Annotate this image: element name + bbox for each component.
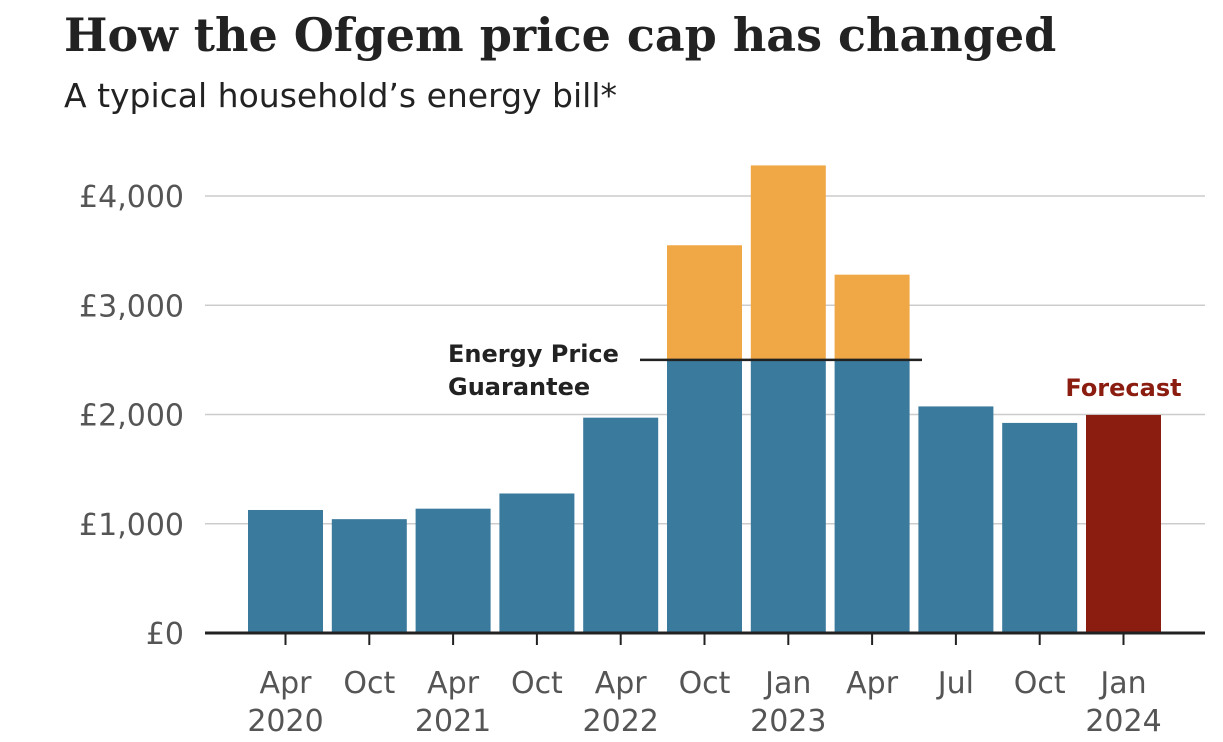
x-tick-label-month: Apr (595, 666, 648, 701)
forecast-label: Forecast (1065, 374, 1181, 402)
x-tick-label-month: Apr (846, 666, 899, 701)
bar (918, 406, 994, 633)
bar (583, 417, 659, 633)
bar (667, 359, 742, 633)
bar (1002, 422, 1078, 633)
bar-above-guarantee (667, 245, 742, 360)
y-tick-label: £3,000 (79, 289, 184, 324)
guarantee-label: Guarantee (448, 373, 590, 401)
bar (750, 359, 826, 633)
x-tick-label-year: 2020 (247, 704, 323, 739)
x-tick-label-year: 2023 (750, 704, 826, 739)
y-tick-label: £4,000 (79, 180, 184, 215)
chart-title: How the Ofgem price cap has changed (64, 8, 1057, 62)
annotations: Energy Price Guarantee Forecast (448, 340, 1182, 402)
y-tick-label: £1,000 (79, 508, 184, 543)
y-tick-label: £2,000 (79, 399, 184, 434)
x-tick-label-month: Jan (763, 666, 811, 701)
bar (331, 519, 407, 633)
bar-above-guarantee (750, 165, 826, 360)
x-tick-label-month: Apr (427, 666, 480, 701)
x-tick-label-month: Apr (260, 666, 313, 701)
bar (415, 508, 491, 633)
bar (499, 493, 575, 633)
x-tick-label-month: Jan (1098, 666, 1146, 701)
chart-subtitle: A typical household’s energy bill* (64, 76, 618, 115)
bars (248, 165, 1161, 633)
x-tick-label-month: Oct (1014, 666, 1066, 701)
x-tick-label-month: Oct (511, 666, 563, 701)
bar (248, 509, 323, 633)
x-tick-label-month: Oct (343, 666, 395, 701)
x-tick-label-month: Oct (679, 666, 731, 701)
x-tick-label-year: 2024 (1085, 704, 1161, 739)
bar (834, 359, 910, 633)
guarantee-label: Energy Price (448, 340, 619, 368)
x-tick-label-year: 2021 (415, 704, 491, 739)
y-tick-label: £0 (146, 617, 184, 652)
x-tick-label-month: Jul (936, 666, 974, 701)
y-axis-ticks: £0 £1,000 £2,000 £3,000 £4,000 (79, 180, 184, 652)
forecast-bar (1086, 414, 1161, 633)
x-tick-label-year: 2022 (583, 704, 659, 739)
bar-above-guarantee (834, 274, 910, 360)
